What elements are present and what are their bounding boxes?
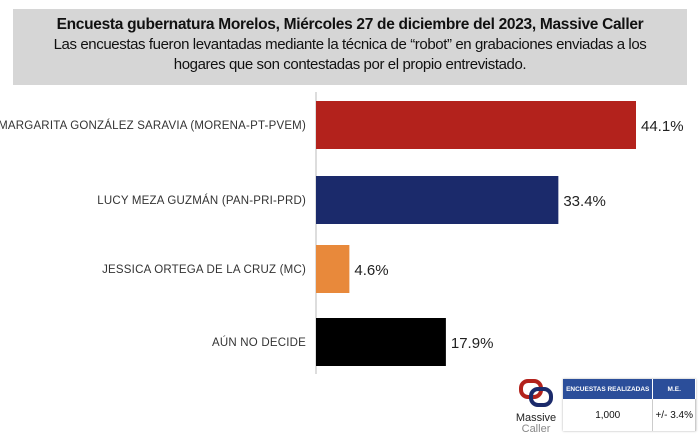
survey-info-table: ENCUESTAS REALIZADAS M.E. 1,000 +/- 3.4% [563, 379, 696, 431]
bar [316, 176, 559, 224]
category-label: MARGARITA GONZÁLEZ SARAVIA (MORENA-PT-PV… [0, 119, 306, 132]
chart-subtitle: Las encuestas fueron levantadas mediante… [53, 36, 647, 73]
category-label: AÚN NO DECIDE [212, 336, 306, 349]
header: Encuesta gubernatura Morelos, Miércoles … [13, 9, 687, 85]
bar [316, 318, 446, 366]
header-encuestas: ENCUESTAS REALIZADAS [563, 379, 654, 399]
bar [316, 101, 636, 149]
massive-caller-logo: Massive Caller [512, 378, 560, 435]
encuestas-value: 1,000 [563, 399, 654, 431]
logo-text-caller: Caller [521, 423, 551, 435]
me-value: +/- 3.4% [652, 399, 696, 431]
bar [316, 245, 350, 293]
logo-icon [519, 379, 553, 407]
data-label: 4.6% [354, 262, 388, 279]
data-label: 17.9% [451, 335, 494, 352]
logo-text-massive: Massive [515, 412, 557, 424]
data-label: 33.4% [563, 193, 606, 210]
header-me: M.E. [652, 379, 696, 399]
chart-title: Encuesta gubernatura Morelos, Miércoles … [56, 16, 644, 33]
category-label: JESSICA ORTEGA DE LA CRUZ (MC) [102, 264, 306, 276]
category-label: LUCY MEZA GUZMÁN (PAN-PRI-PRD) [97, 194, 306, 207]
data-label: 44.1% [641, 118, 684, 135]
